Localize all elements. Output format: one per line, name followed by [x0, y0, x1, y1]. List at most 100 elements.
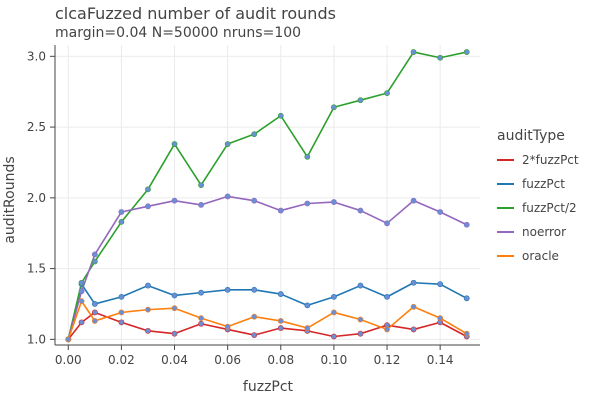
data-point[interactable]	[224, 286, 231, 293]
data-point[interactable]	[331, 333, 337, 340]
data-point[interactable]	[304, 200, 311, 207]
data-point[interactable]	[277, 318, 284, 324]
data-point[interactable]	[410, 326, 417, 333]
data-point[interactable]	[331, 309, 337, 316]
data-point[interactable]	[78, 288, 85, 295]
series-line-4[interactable]	[67, 300, 468, 340]
data-point[interactable]	[277, 112, 284, 119]
data-point[interactable]	[171, 197, 178, 204]
legend-label: fuzzPct	[522, 177, 565, 191]
series-line-3[interactable]	[67, 195, 468, 340]
data-point[interactable]	[384, 293, 390, 300]
data-point[interactable]	[277, 207, 284, 214]
data-point[interactable]	[437, 315, 444, 322]
x-tick-label: 0.06	[214, 353, 241, 367]
data-point[interactable]	[251, 286, 258, 293]
data-point[interactable]	[145, 203, 151, 210]
data-point[interactable]	[384, 90, 390, 97]
data-point[interactable]	[410, 303, 417, 310]
data-point[interactable]	[357, 316, 364, 323]
data-point[interactable]	[118, 293, 125, 300]
data-point[interactable]	[277, 291, 284, 297]
data-point[interactable]	[410, 49, 417, 55]
data-point[interactable]	[437, 209, 444, 215]
data-point[interactable]	[463, 295, 470, 302]
y-tick-label: 2.0	[27, 191, 46, 205]
data-point[interactable]	[171, 141, 178, 147]
data-point[interactable]	[65, 336, 72, 343]
data-point[interactable]	[91, 301, 98, 307]
series-layer	[67, 51, 468, 340]
x-tick-label: 0.08	[267, 353, 294, 367]
data-point[interactable]	[198, 320, 204, 327]
data-point[interactable]	[357, 207, 364, 214]
data-point[interactable]	[78, 298, 85, 305]
data-point[interactable]	[463, 49, 470, 55]
data-point[interactable]	[463, 330, 470, 337]
data-point[interactable]	[437, 54, 444, 61]
data-point[interactable]	[145, 327, 151, 334]
data-point[interactable]	[118, 209, 125, 215]
data-point[interactable]	[277, 325, 284, 331]
data-point[interactable]	[357, 282, 364, 289]
legend-label: fuzzPct/2	[522, 201, 577, 215]
data-point[interactable]	[118, 218, 125, 225]
data-point[interactable]	[304, 153, 311, 160]
legend-item-0[interactable]: 2*fuzzPct	[497, 153, 579, 167]
legend-label: noerror	[522, 225, 566, 239]
data-point[interactable]	[251, 313, 258, 320]
data-point[interactable]	[251, 197, 258, 204]
data-point[interactable]	[224, 141, 231, 147]
data-point[interactable]	[410, 197, 417, 204]
x-tick-label: 0.02	[108, 353, 135, 367]
data-point[interactable]	[357, 330, 364, 337]
axis-layer: 0.00 0.02 0.04 0.06 0.08 0.10 0.12 0.14 1.0 1.5 2.…	[27, 45, 480, 367]
legend-item-1[interactable]: fuzzPct	[497, 177, 565, 191]
series-line-2[interactable]	[67, 51, 467, 340]
data-point[interactable]	[331, 199, 337, 205]
legend-title: auditType	[497, 128, 565, 144]
legend-item-4[interactable]: oracle	[497, 249, 559, 263]
legend-label: oracle	[522, 249, 559, 263]
data-point[interactable]	[91, 258, 98, 265]
legend-item-3[interactable]: noerror	[497, 225, 566, 239]
y-tick-label: 2.5	[27, 120, 46, 134]
data-point[interactable]	[463, 221, 470, 228]
legend-item-2[interactable]: fuzzPct/2	[497, 201, 577, 215]
data-point[interactable]	[118, 309, 125, 316]
data-point[interactable]	[331, 293, 337, 300]
data-point[interactable]	[145, 282, 151, 289]
data-point[interactable]	[384, 220, 390, 227]
data-point[interactable]	[224, 193, 231, 200]
data-point[interactable]	[251, 332, 258, 338]
data-point[interactable]	[198, 182, 204, 188]
data-point[interactable]	[198, 315, 204, 322]
data-point[interactable]	[78, 319, 85, 326]
data-point[interactable]	[145, 186, 151, 193]
data-point[interactable]	[331, 104, 337, 111]
data-point[interactable]	[118, 319, 125, 326]
data-point[interactable]	[171, 330, 178, 337]
y-tick-label: 1.5	[27, 262, 46, 276]
data-point[interactable]	[198, 289, 204, 296]
y-axis-title: auditRounds	[2, 156, 18, 243]
data-point[interactable]	[304, 325, 311, 331]
data-point[interactable]	[91, 309, 98, 316]
data-point[interactable]	[384, 326, 390, 333]
data-point[interactable]	[145, 306, 151, 313]
chart-subtitle: margin=0.04 N=50000 nruns=100	[55, 25, 301, 41]
data-point[interactable]	[304, 302, 311, 309]
data-point[interactable]	[171, 292, 178, 299]
data-point[interactable]	[198, 202, 204, 208]
data-point[interactable]	[91, 251, 98, 258]
series-line-0[interactable]	[67, 311, 468, 340]
data-point[interactable]	[437, 281, 444, 288]
data-point[interactable]	[171, 305, 178, 312]
data-point[interactable]	[224, 323, 231, 330]
data-point[interactable]	[251, 131, 258, 138]
data-point[interactable]	[357, 97, 364, 104]
data-point[interactable]	[410, 279, 417, 286]
legend[interactable]: 2*fuzzPct fuzzPct fuzzPct/2 noerror oracle	[497, 153, 579, 263]
data-point[interactable]	[91, 318, 98, 324]
data-point[interactable]	[78, 279, 85, 286]
